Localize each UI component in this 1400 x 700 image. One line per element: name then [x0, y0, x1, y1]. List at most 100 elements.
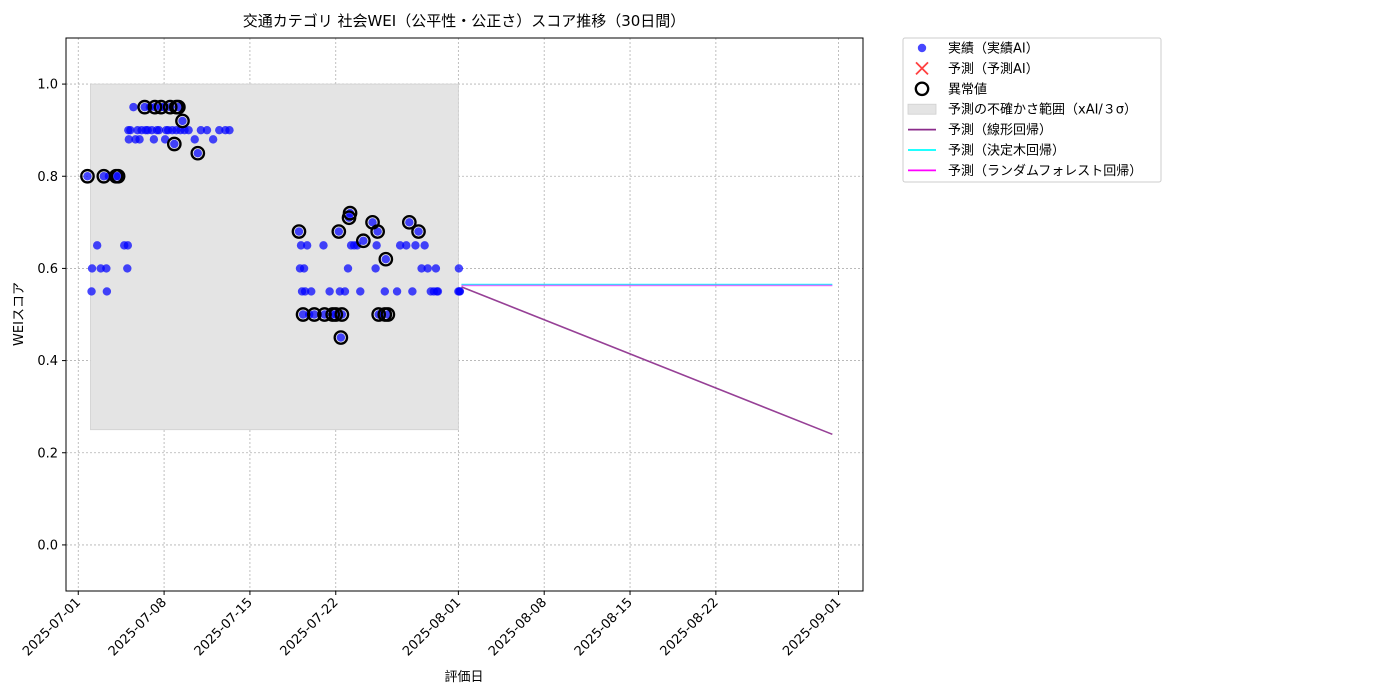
anomaly-point	[162, 99, 178, 115]
actual-points	[83, 102, 465, 342]
y-axis-title: WEIスコア	[12, 282, 27, 346]
actual-point	[102, 264, 111, 273]
actual-point	[307, 287, 316, 296]
actual-point	[129, 102, 138, 112]
actual-point	[296, 241, 306, 250]
actual-point	[126, 125, 135, 135]
y-tick-label: 1.0	[37, 78, 58, 93]
actual-point	[319, 241, 328, 250]
actual-point	[373, 227, 382, 236]
actual-point	[83, 172, 92, 181]
legend-frame	[902, 37, 1162, 183]
actual-point	[431, 264, 441, 273]
actual-point	[372, 241, 381, 250]
actual-point	[359, 236, 368, 245]
uncertainty-band	[90, 83, 459, 431]
actual-point	[135, 135, 144, 144]
actual-point	[300, 287, 310, 296]
y-tick-label: 0.6	[37, 262, 58, 277]
legend-predicted-marker	[915, 61, 929, 76]
y-tick-label: 0.4	[37, 354, 58, 369]
x-tick-label: 2025-07-22	[278, 595, 342, 659]
anomaly-point	[295, 307, 311, 322]
actual-point	[417, 264, 426, 273]
anomaly-point	[380, 307, 396, 322]
actual-point	[411, 241, 420, 250]
y-tick-label: 0.8	[37, 170, 58, 185]
x-axis: 2025-07-01 2025-07-08 2025-07-15 2025-07-22…	[20, 591, 844, 659]
actual-point	[170, 139, 179, 149]
legend-uncertainty-marker	[907, 103, 937, 115]
anomaly-point	[153, 99, 169, 115]
anomaly-point	[147, 99, 163, 115]
actual-point	[454, 264, 464, 273]
anomaly-point	[331, 224, 347, 239]
actual-point	[408, 287, 417, 296]
actual-point	[310, 310, 319, 319]
anomaly-point	[401, 214, 417, 230]
x-axis-title: 評価日	[444, 670, 483, 685]
anomaly-point	[306, 307, 322, 322]
anomaly-point	[370, 224, 385, 239]
actual-point	[455, 287, 465, 296]
actual-point	[149, 135, 159, 144]
actual-point	[392, 287, 402, 296]
legend-tree-label: 予測（決定木回帰）	[948, 143, 1065, 159]
legend-actual-marker	[917, 43, 927, 53]
y-axis: 0.0 0.2 0.4 0.6 0.8 1.0	[37, 78, 66, 553]
actual-point	[433, 287, 443, 296]
actual-point	[215, 125, 224, 135]
x-tick-label: 2025-08-08	[486, 595, 550, 659]
prediction-lines	[461, 283, 833, 436]
anomaly-point	[328, 307, 344, 322]
actual-point	[414, 227, 423, 236]
anomaly-markers	[80, 99, 426, 345]
anomaly-point	[371, 307, 387, 322]
actual-point	[343, 264, 353, 273]
actual-point	[190, 135, 199, 144]
actual-point	[154, 125, 164, 135]
actual-point	[395, 241, 405, 250]
anomaly-point	[291, 224, 307, 239]
actual-point	[336, 333, 346, 342]
legend-uncertainty-label: 予測の不確かさ範囲（xAI/３σ）	[948, 102, 1137, 118]
x-tick-label: 2025-07-08	[106, 595, 170, 659]
anomaly-point	[411, 224, 426, 239]
actual-point	[124, 135, 134, 144]
anomaly-point	[80, 168, 95, 184]
actual-point	[302, 241, 312, 250]
actual-point	[381, 255, 391, 264]
x-tick-label: 2025-09-01	[780, 595, 844, 659]
actual-point	[380, 287, 389, 296]
anomaly-point	[378, 251, 394, 267]
actual-point	[298, 310, 308, 319]
actual-point	[160, 135, 170, 144]
actual-point	[196, 125, 206, 135]
plot-frame	[65, 37, 864, 592]
y-tick-label: 0.2	[37, 446, 58, 461]
actual-point	[325, 287, 334, 296]
anomaly-point	[171, 99, 186, 115]
anomaly-point	[190, 145, 206, 161]
actual-point	[123, 264, 132, 273]
anomaly-point	[333, 330, 349, 345]
plot-area	[65, 37, 864, 592]
actual-point	[353, 241, 362, 250]
anomaly-point	[175, 113, 190, 129]
chart-title: 交通カテゴリ 社会WEI（公平性・公正さ）スコア推移（30日間）	[243, 12, 686, 30]
actual-point	[340, 287, 350, 296]
legend-forest-label: 予測（ランダムフォレスト回帰）	[948, 163, 1142, 179]
legend-anomaly-marker	[914, 81, 930, 97]
anomaly-point	[342, 205, 358, 221]
actual-point	[92, 241, 102, 250]
legend-linear-label: 予測（線形回帰）	[948, 122, 1052, 138]
actual-point	[202, 125, 212, 135]
linear-regression-line	[461, 286, 833, 436]
actual-point	[208, 135, 218, 144]
actual-point	[334, 227, 344, 236]
actual-point	[299, 264, 309, 273]
actual-point	[405, 218, 414, 227]
actual-point	[225, 125, 234, 135]
actual-point	[113, 172, 123, 181]
